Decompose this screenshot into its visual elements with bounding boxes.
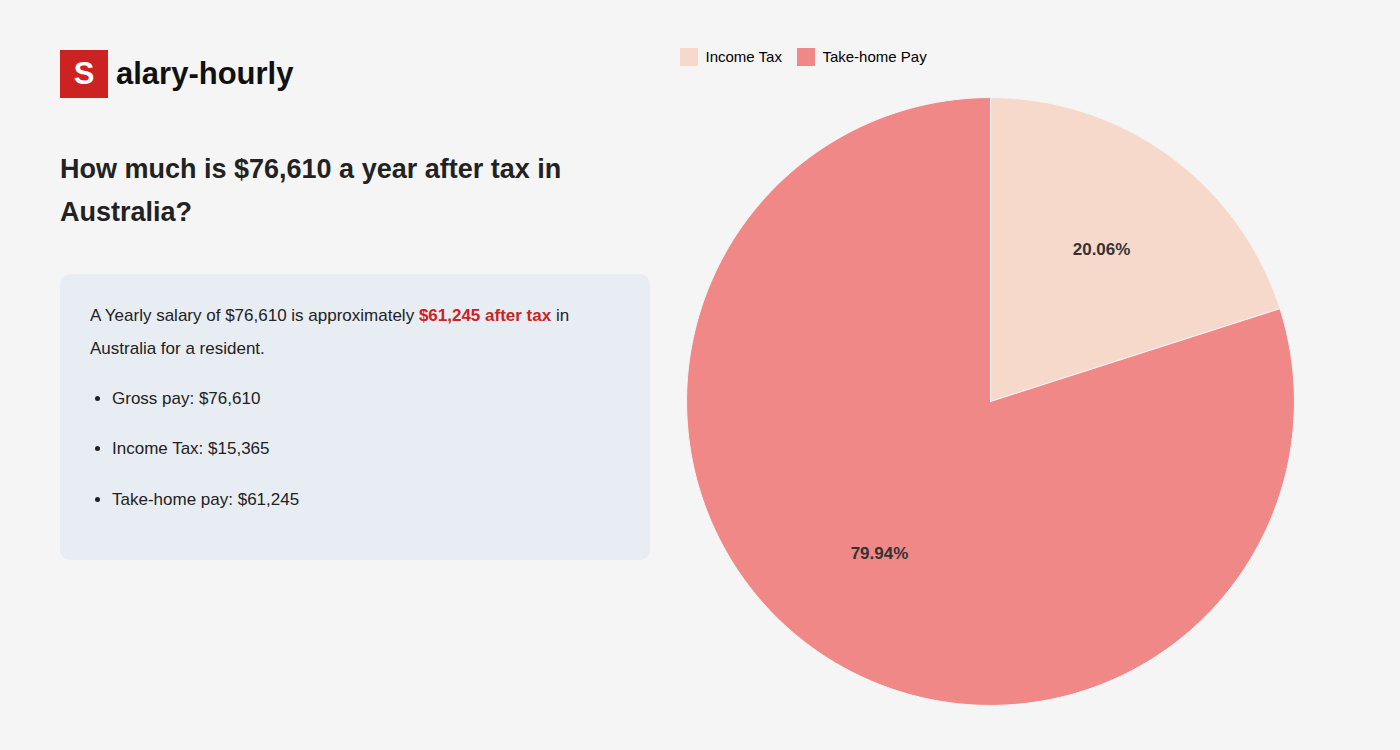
html-text:Income Tax: Income Tax [705,48,782,65]
html-text:alary-hourly: alary-hourly [116,56,294,91]
svg-text:79.94%: 79.94% [851,544,909,563]
html-text:A Yearly salary of $76,610 is: A Yearly salary of $76,610 is approximat… [90,306,573,358]
html-text:Take-home pay: $61,245: Take-home pay: $61,245 [112,489,300,509]
svg-text:20.06%: 20.06% [1073,239,1131,258]
html-text:S: S [73,56,95,91]
html-text:How much is $76,610 a year aft: How much is $76,610 a year after tax in … [60,154,562,228]
html-text:Gross pay: $76,610: Gross pay: $76,610 [112,389,261,408]
html-text:Income Tax: $15,365: Income Tax: $15,365 [112,439,270,459]
html-text:Take-home Pay: Take-home Pay [822,48,927,65]
